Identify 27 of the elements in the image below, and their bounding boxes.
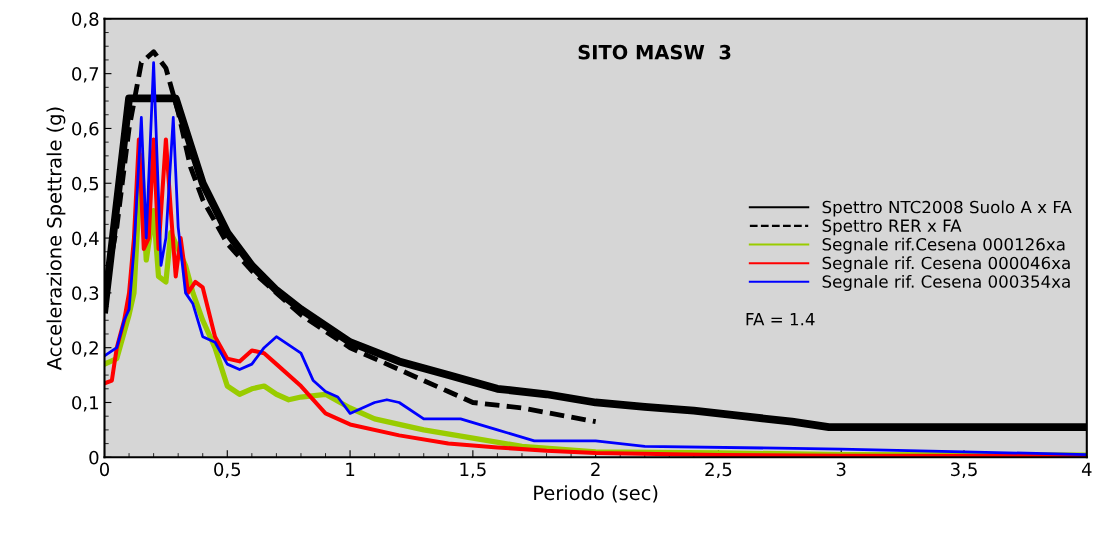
x-tick-label: 3,5 bbox=[951, 462, 977, 478]
y-tick-label: 0,2 bbox=[72, 341, 98, 357]
x-axis-title: Periodo (sec) bbox=[534, 485, 658, 503]
x-tick-label: 2,5 bbox=[705, 462, 732, 478]
legend-label: Segnale rif. Cesena 000046xa bbox=[822, 256, 1070, 273]
y-tick-label: 0,8 bbox=[72, 12, 99, 28]
y-tick-label: 0,5 bbox=[72, 176, 99, 193]
y-axis-title: Accelerazione Spettrale (g) bbox=[46, 107, 66, 371]
x-tick-label: 1,5 bbox=[460, 462, 486, 478]
x-tick-label: 4 bbox=[1081, 462, 1092, 476]
y-tick-label: 0,3 bbox=[72, 286, 99, 302]
text: SITO MASW 3 bbox=[578, 44, 731, 60]
annotation: FA = 1.4 bbox=[746, 313, 815, 326]
x-tick-label: 0 bbox=[99, 462, 110, 477]
y-tick-label: 0,4 bbox=[72, 231, 99, 248]
legend-label: Segnale rif.Cesena 000126xa bbox=[822, 237, 1065, 254]
y-tick-label: 0 bbox=[89, 450, 99, 465]
legend-label: Spettro NTC2008 Suolo A x FA bbox=[822, 200, 1072, 217]
x-tick-label: 0,5 bbox=[214, 462, 241, 478]
y-tick-label: 0,1 bbox=[72, 395, 98, 412]
y-tick-label: 0,6 bbox=[72, 121, 99, 138]
legend-label: Spettro RER x FA bbox=[822, 219, 962, 236]
x-tick-label: 1 bbox=[346, 462, 355, 476]
legend-label: Segnale rif. Cesena 000354xa bbox=[822, 274, 1070, 292]
x-tick-label: 3 bbox=[836, 462, 846, 477]
x-tick-label: 2 bbox=[591, 462, 600, 476]
y-tick-label: 0,7 bbox=[72, 67, 99, 83]
